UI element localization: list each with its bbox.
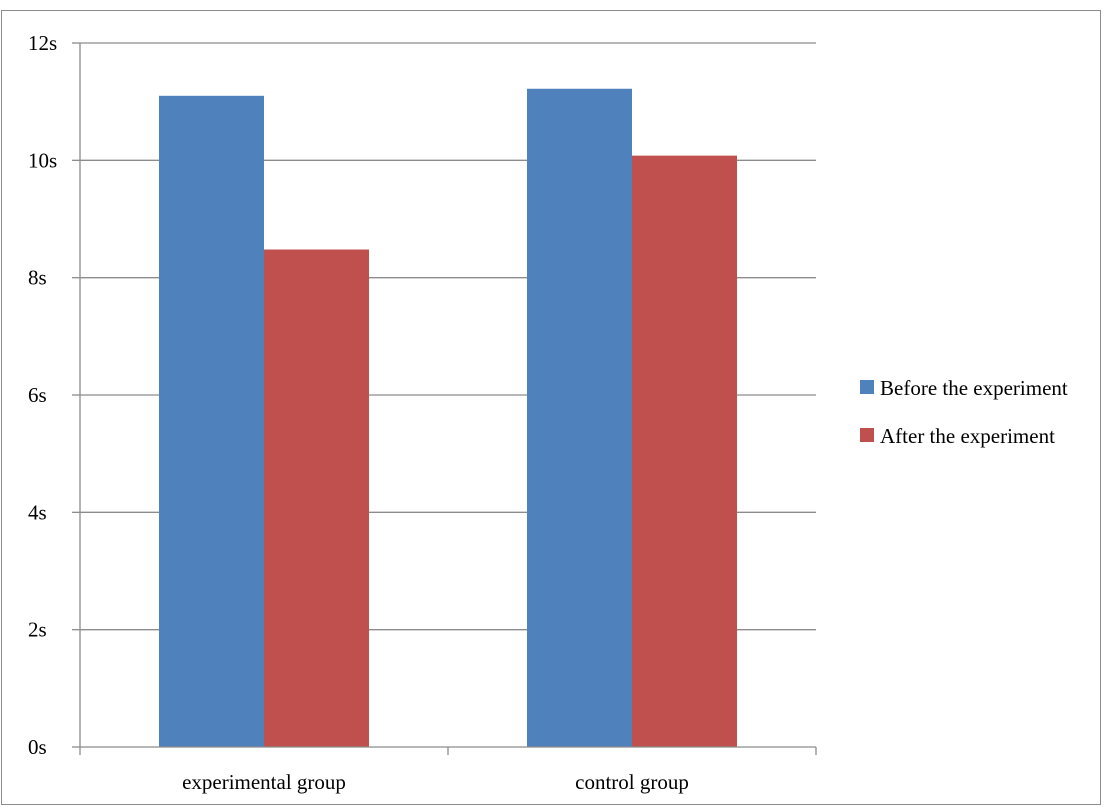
legend-swatch (860, 428, 874, 442)
legend: Before the experiment After the experimen… (860, 376, 1068, 448)
y-tick-label: 0s (28, 735, 47, 759)
x-tick-label: experimental group (182, 770, 346, 794)
bar (264, 249, 369, 748)
legend-label: Before the experiment (880, 376, 1068, 400)
bar (159, 95, 264, 748)
bar (527, 88, 632, 747)
bars (159, 88, 737, 748)
y-tick-label: 2s (28, 618, 47, 642)
y-axis-tick-labels: 0s 2s 4s 6s 8s 10s 12s (28, 31, 57, 759)
y-tick-label: 8s (28, 266, 47, 290)
bar (632, 155, 737, 747)
x-axis-tick-labels: experimental group control group (182, 770, 689, 794)
legend-swatch (860, 380, 874, 394)
y-tick-label: 12s (28, 31, 57, 55)
y-tick-label: 6s (28, 383, 47, 407)
legend-label: After the experiment (880, 424, 1055, 448)
y-tick-label: 10s (28, 148, 57, 172)
axes (72, 42, 817, 755)
x-tick-label: control group (575, 770, 689, 794)
y-tick-label: 4s (28, 500, 47, 524)
